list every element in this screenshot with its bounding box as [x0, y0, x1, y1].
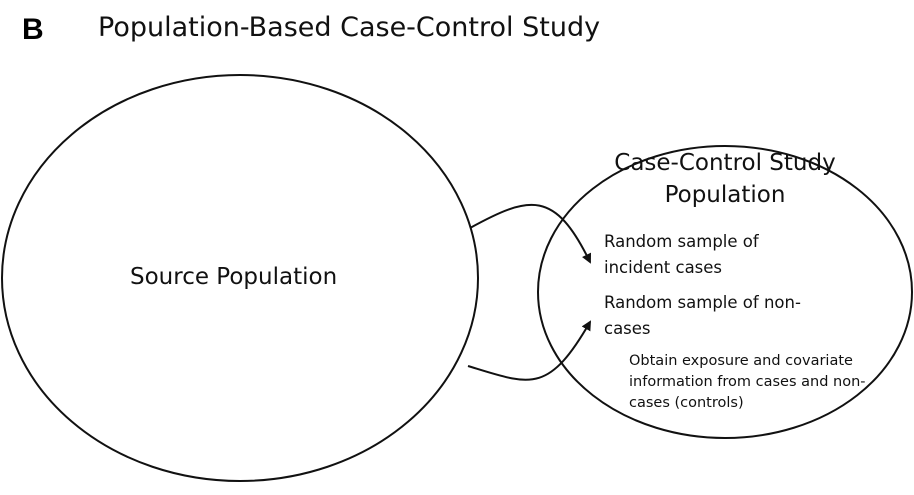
arrow-to-non-cases	[467, 320, 591, 381]
study-population-ellipse	[537, 145, 913, 439]
source-population-ellipse	[1, 74, 479, 482]
non-cases-label: Random sample of non-cases	[604, 293, 801, 338]
source-population-label: Source Population	[130, 264, 338, 290]
arrow-to-incident-cases	[469, 203, 591, 264]
exposure-info-label: Obtain exposure and covariate informatio…	[629, 353, 866, 411]
incident-cases-label: Random sample of incident cases	[604, 232, 759, 277]
panel-letter: B	[22, 13, 44, 46]
panel-title: Population-Based Case-Control Study	[98, 12, 601, 43]
study-population-title: Case-Control Study Population	[614, 150, 836, 208]
